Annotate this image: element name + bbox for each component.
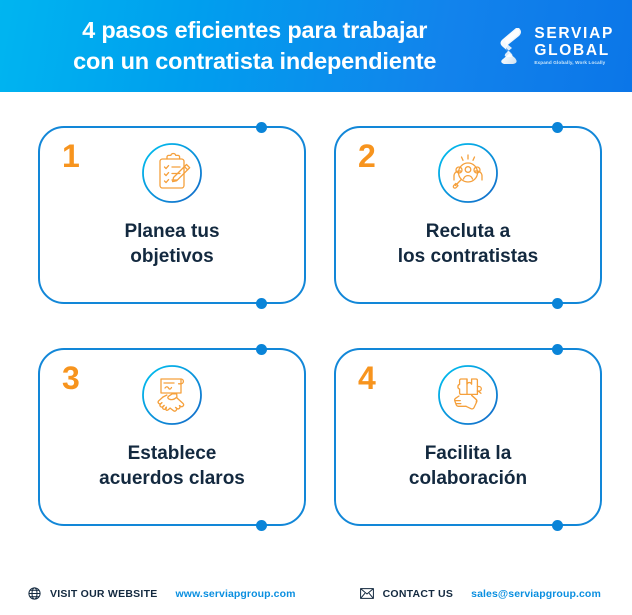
footer-bar: VISIT OUR WEBSITE www.serviapgroup.com C… [0,572,632,615]
step-number: 4 [358,360,376,396]
logo-line-1: SERVIAP [534,25,614,43]
connector-dot-bottom [552,519,563,531]
clipboard-checklist-pencil-icon [142,143,202,203]
page-title: 4 pasos eficientes para trabajar con un … [73,16,437,74]
header-banner: 4 pasos eficientes para trabajar con un … [0,0,632,92]
connector-dot-top [256,121,267,133]
footer-contact-link[interactable]: sales@serviapgroup.com [471,587,601,600]
connector-dot-bottom [256,519,267,531]
connector-dot-top [552,343,563,355]
envelope-icon [359,588,374,599]
puzzle-hands-collaboration-icon [438,365,498,425]
logo-tagline: Expand Globally, Work Locally [534,59,606,65]
connector-dot-top [256,343,267,355]
steps-grid: 1 Planea tus objeti [0,92,632,570]
step-number: 3 [62,360,80,396]
handshake-contract-icon [142,365,202,425]
footer-website-link[interactable]: www.serviapgroup.com [175,587,296,600]
step-number: 1 [62,138,80,174]
step-card-1[interactable]: 1 Planea tus objeti [38,121,306,309]
globe-icon [28,587,41,600]
logo-line-2: GLOBAL [534,41,610,59]
serviap-chevron-logo-icon [500,28,522,64]
brand-logo: SERVIAP GLOBAL Expand Globally, Work Loc… [497,26,614,65]
step-label: Facilita la colaboración [408,443,528,489]
step-card-4[interactable]: 4 Facilita la colaboración [334,343,602,531]
step-label: Planea tus objetivos [124,221,220,267]
step-number: 2 [358,138,376,174]
connector-dot-bottom [256,297,267,309]
step-label: Recluta a los contratistas [397,221,539,267]
footer-website-label: VISIT OUR WEBSITE [50,587,158,600]
step-label: Establece acuerdos claros [99,443,245,489]
footer-contact-label: CONTACT US [382,587,454,600]
step-card-3[interactable]: 3 [38,343,306,531]
connector-dot-bottom [552,297,563,309]
footer-website-group: VISIT OUR WEBSITE www.serviapgroup.com [28,587,296,600]
magnifier-people-search-icon [438,143,498,203]
step-card-2[interactable]: 2 [334,121,602,309]
connector-dot-top [552,121,563,133]
footer-contact-group: CONTACT US sales@serviapgroup.com [359,587,601,600]
